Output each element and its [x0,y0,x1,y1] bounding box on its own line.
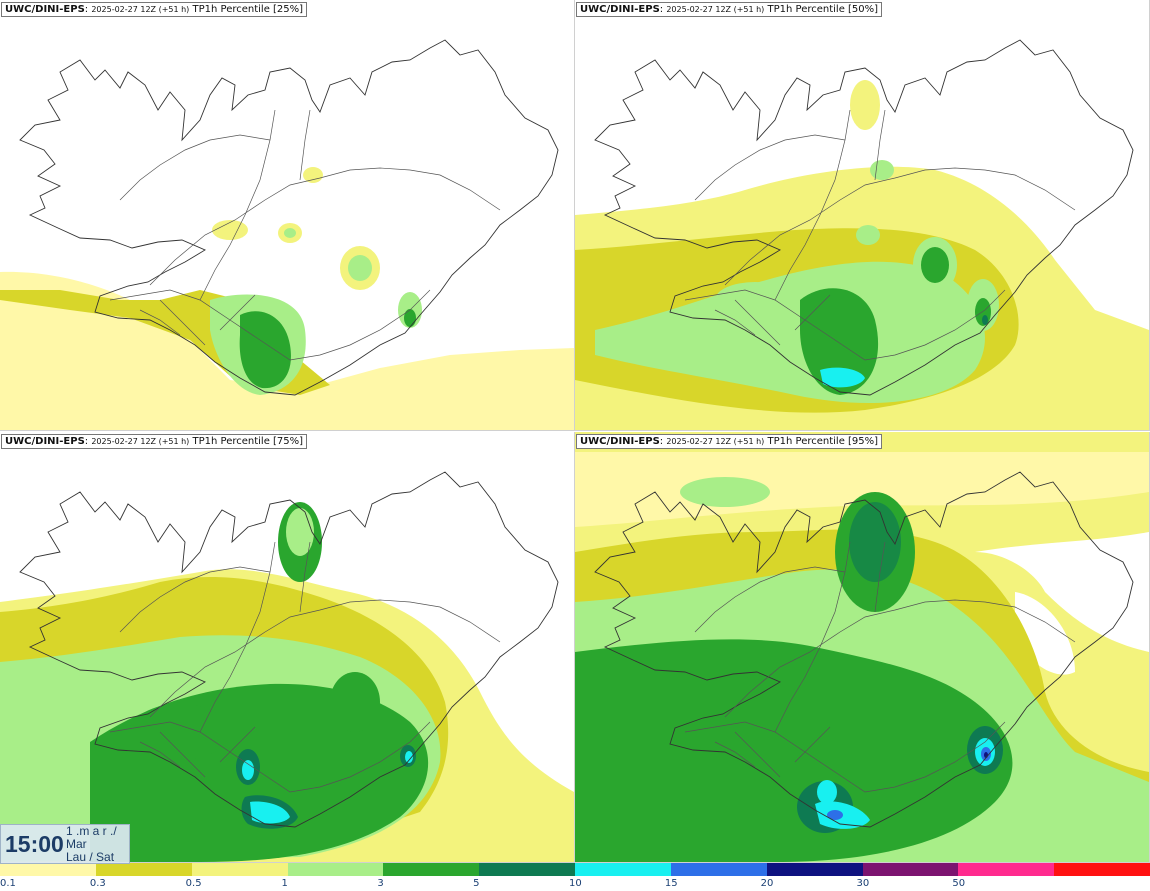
colorbar-tick-label: 30 [856,878,870,889]
colorbar-segment [95,863,193,876]
precip-map [0,0,574,430]
run-time: 2025-02-27 12Z (+51 h) [91,437,190,446]
colorbar-segment [862,863,959,876]
panel-header: UWC/DINI-EPS: 2025-02-27 12Z (+51 h) TP1… [1,434,308,449]
map-panel-p95: UWC/DINI-EPS: 2025-02-27 12Z (+51 h) TP1… [575,432,1150,863]
colorbar-segment [766,863,863,876]
model-name: UWC/DINI-EPS [580,4,660,15]
colorbar-legend: 0.1 0.3 0.5 1 3 5 10 15 20 30 50 [0,862,1150,891]
colorbar-tick-label: 3 [377,878,384,889]
colorbar-segment [287,863,384,876]
colorbar-tick-label: 15 [664,878,678,889]
precip-map [0,432,574,862]
field-name: TP1h Percentile [25%] [192,4,304,15]
colorbar-tick-label: 5 [473,878,480,889]
colorbar-segment [0,863,97,876]
panel-header: UWC/DINI-EPS: 2025-02-27 12Z (+51 h) TP1… [1,2,308,17]
colorbar-tick-label: 1 [281,878,288,889]
panel-header: UWC/DINI-EPS: 2025-02-27 12Z (+51 h) TP1… [576,434,883,449]
colorbar-segment [1054,863,1150,876]
colorbar-tick-label: 10 [569,878,582,889]
valid-date-line3: Lau / Sat [66,850,115,864]
precip-map [575,0,1149,430]
precip-map [575,432,1149,862]
run-time: 2025-02-27 12Z (+51 h) [91,5,190,14]
model-name: UWC/DINI-EPS [580,436,660,447]
map-panel-p50: UWC/DINI-EPS: 2025-02-27 12Z (+51 h) TP1… [575,0,1150,431]
colorbar-segment [191,863,288,876]
valid-time: 15:00 [5,831,64,857]
colorbar-segment [958,863,1055,876]
colorbar-tick-label: 0.3 [89,878,106,889]
colorbar-segment [575,863,672,876]
colorbar-segment [670,863,768,876]
model-name: UWC/DINI-EPS [5,4,85,15]
field-name: TP1h Percentile [95%] [767,436,879,447]
run-time: 2025-02-27 12Z (+51 h) [666,5,765,14]
map-panel-p75: UWC/DINI-EPS: 2025-02-27 12Z (+51 h) TP1… [0,432,575,863]
run-time: 2025-02-27 12Z (+51 h) [666,437,765,446]
colorbar-tick-label: 0.5 [185,878,202,889]
field-name: TP1h Percentile [75%] [192,436,304,447]
valid-date-line2: Mar [66,837,87,851]
colorbar-tick-label: 20 [760,878,774,889]
field-name: TP1h Percentile [50%] [767,4,879,15]
valid-time-box: 15:00 1 .m a r ./ Mar Lau / Sat [0,824,130,864]
model-name: UWC/DINI-EPS [5,436,85,447]
colorbar-tick-label: 0.1 [0,878,16,889]
colorbar-segment [383,863,480,876]
map-panel-p25: UWC/DINI-EPS: 2025-02-27 12Z (+51 h) TP1… [0,0,575,431]
panel-header: UWC/DINI-EPS: 2025-02-27 12Z (+51 h) TP1… [576,2,883,17]
colorbar-segment [479,863,576,876]
valid-date-line1: 1 .m a r ./ [66,824,117,838]
colorbar-tick-label: 50 [952,878,966,889]
